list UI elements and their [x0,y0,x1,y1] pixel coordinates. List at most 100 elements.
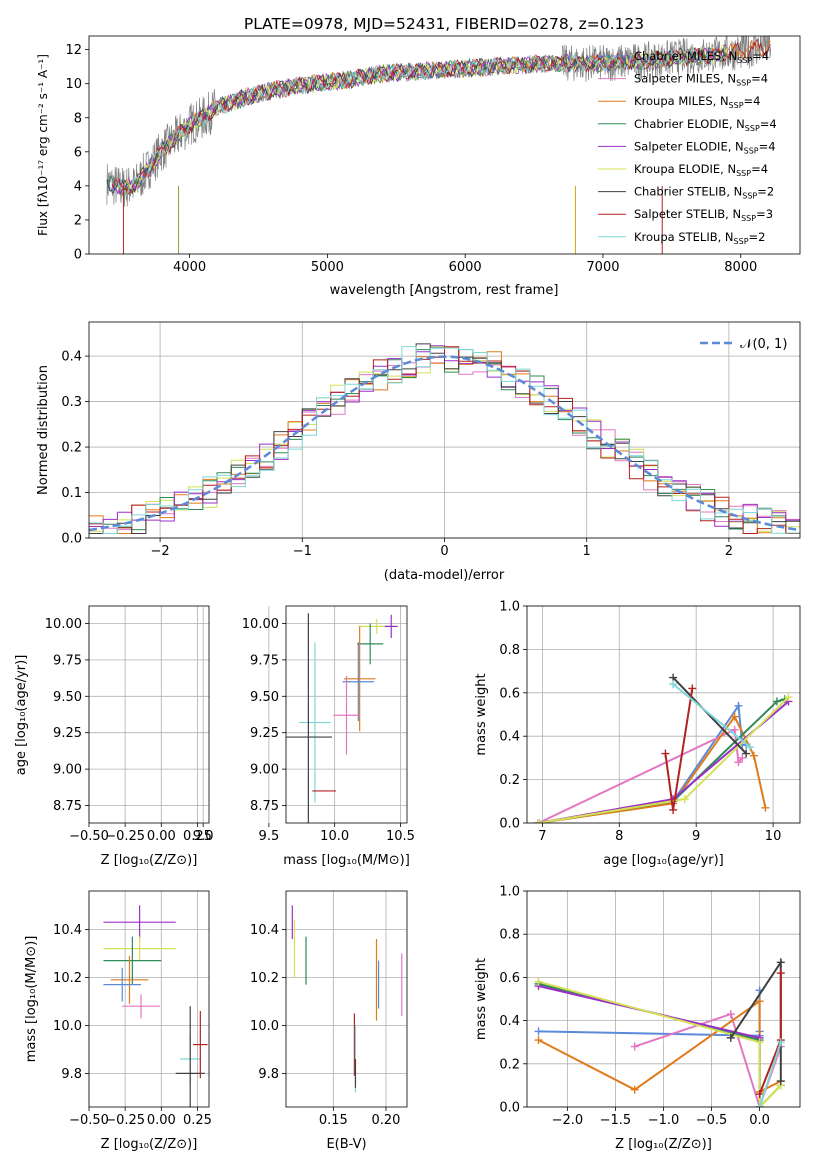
y-axis-label: Flux [fλ10⁻¹⁷ erg cm⁻² s⁻¹ A⁻¹] [36,54,50,236]
y-tick-label: 0.6 [499,686,520,701]
point-marker [734,758,743,767]
point-marker [776,958,785,967]
x-tick-label: 0.25 [183,1113,212,1128]
point-marker [749,751,758,760]
histogram-series [89,346,800,534]
y-tick-label: 9.00 [250,763,279,778]
y-tick-label: 10.4 [53,923,82,938]
legend-entry: Kroupa ELODIE, NSSP=4 [634,162,768,178]
x-tick-label: 2 [725,544,733,559]
x-tick-label: 9.5 [259,829,280,844]
legend-entry: Chabrier ELODIE, NSSP=4 [634,117,777,133]
histogram-series [89,343,800,534]
point-marker [730,712,739,721]
x-tick-label: 4000 [173,260,206,275]
x-tick-label: 0.00 [147,829,176,844]
legend-entry: Chabrier MILES, NSSP=4 [634,49,769,65]
y-tick-label: 12 [65,43,82,58]
point-marker [730,725,739,734]
x-tick-label: −0.25 [105,1113,145,1128]
x-tick-label: 7 [538,829,546,844]
panel-weight-vs-Z: −2.0 −1.5 −1.0 −0.5 0.0 0.0 0.2 0.4 0.6 0.8 1.0 Z [… [474,885,801,1152]
y-tick-label: 0.8 [499,928,520,943]
axes-frame [88,35,801,255]
y-axis-label: Normed distribution [36,365,51,495]
axes-frame [88,890,210,1108]
x-axis-label: Z [log₁₀(Z/Z⊙)] [101,1137,198,1152]
y-tick-label: 0.3 [61,395,82,410]
x-axis-label: E(B-V) [326,1137,366,1152]
x-axis-label: (data-model)/error [384,568,505,583]
point-marker [755,1103,764,1107]
model-spectrum [117,44,727,197]
plot-area [534,958,785,1107]
y-tick-label: 0.4 [61,350,82,365]
y-tick-label: 10.00 [45,617,82,632]
point-marker [776,969,785,978]
point-marker [776,1077,785,1086]
point-marker [669,805,678,814]
y-tick-label: 0.4 [499,730,520,745]
weight-series [758,1041,782,1107]
weight-series [538,980,782,1107]
y-tick-label: 0.1 [61,486,82,501]
y-tick-label: 0.0 [499,817,520,832]
y-tick-label: 8.75 [53,799,82,814]
x-tick-label: 7000 [586,260,619,275]
y-tick-label: 0.4 [499,1014,520,1029]
y-tick-label: 1.0 [499,600,520,615]
panel-mass-vs-ebv: 0.15 0.20 9.8 10.0 10.2 10.4 E(B-V) [250,890,408,1152]
y-tick-label: 9.8 [258,1067,279,1082]
y-tick-label: 9.50 [53,690,82,705]
x-tick-label: 10 [765,829,782,844]
x-tick-label: −1.0 [648,1113,680,1128]
y-tick-label: 0.6 [499,971,520,986]
y-tick-label: 9.8 [61,1067,82,1082]
y-tick-label: 10.0 [53,1019,82,1034]
point-marker [784,693,793,702]
y-axis-label: mass weight [474,958,489,1040]
legend-entry: Salpeter STELIB, NSSP=3 [634,207,773,223]
x-tick-label: −2.0 [552,1113,584,1128]
chart-title: PLATE=0978, MJD=52431, FIBERID=0278, z=0… [244,15,644,33]
point-marker [726,1033,735,1042]
point-marker [755,1038,764,1047]
point-marker [630,1085,639,1094]
legend-entry: Salpeter MILES, NSSP=4 [634,72,768,88]
panel-age-vs-Z: −0.50−0.25 0.00 0.25 8.75 9.00 9.25 9.50 9.75 10… [14,605,212,868]
normal-curve [89,355,800,532]
plot-area [106,36,772,254]
y-tick-label: 10 [65,77,82,92]
y-tick-label: 10.00 [242,617,279,632]
y-tick-label: 0.2 [499,773,520,788]
y-tick-label: 9.75 [250,653,279,668]
x-axis-label: mass [log₁₀(M/M⊙)] [283,853,410,868]
x-tick-label: 1 [583,544,591,559]
x-tick-label: −0.25 [105,829,145,844]
point-marker [534,819,543,823]
y-tick-label: 1.0 [499,885,520,900]
y-axis-label: age [log₁₀(age/yr)] [14,655,29,776]
x-tick-label: 0.0 [749,1113,770,1128]
legend-entry: Kroupa MILES, NSSP=4 [634,94,760,110]
point-marker [726,1010,735,1019]
y-tick-label: 0.2 [61,441,82,456]
y-tick-label: 10.2 [250,971,279,986]
x-tick-label: 6000 [449,260,482,275]
y-tick-label: 6 [74,145,82,160]
plot-area [534,673,793,823]
panel-age-vs-mass: 9.0 9.5 10.0 10.5 8.75 9.00 9.25 9.50 9.75 10.00 m… [193,605,415,868]
x-tick-label: 9 [692,829,700,844]
x-tick-label: 8 [615,829,623,844]
y-axis-label: mass [log₁₀(M/M⊙)] [24,936,39,1063]
point-marker [772,697,781,706]
panel-weight-vs-age: 7 8 9 10 0.0 0.2 0.4 0.6 0.8 1.0 age [log₁₀(age/yr… [474,600,801,868]
point-marker [534,1027,543,1036]
weight-series [672,683,751,748]
point-marker [688,684,697,693]
histogram-series [89,346,800,534]
x-tick-label: 8000 [724,260,757,275]
plot-area [286,613,398,823]
x-tick-label: 9.0 [193,829,214,844]
